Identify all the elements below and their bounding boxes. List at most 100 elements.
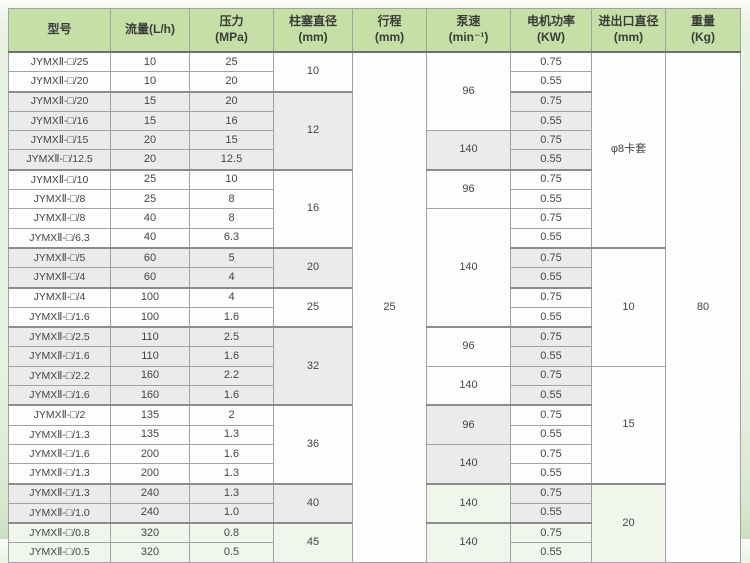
cell-pressure: 12.5 [189,149,274,171]
table-header: 型号 流量(L/h) 压力 (MPa) 柱塞直径 (mm) 行程 (mm) 泵速 (min… [8,8,741,53]
cell-flow: 60 [110,267,190,289]
cell-flow: 100 [110,286,190,308]
cell-power: 0.55 [510,463,592,485]
cell-pressure: 6.3 [189,227,274,249]
cell-plunger: 36 [273,404,353,485]
cell-pressure: 1.3 [189,463,274,485]
header-plunger: 柱塞直径 (mm) [273,8,353,53]
table-row: JYMXⅡ-□/1.3 200 1.3 0.55 [8,463,741,485]
cell-model: JYMXⅡ-□/5 [8,246,111,269]
table-row: JYMXⅡ-□/1.0 240 1.0 0.55 [8,502,741,524]
table-row: JYMXⅡ-□/2.2 160 2.2 140 0.75 15 [8,365,741,485]
cell-pressure: 2.5 [189,326,274,348]
cell-model: JYMXⅡ-□/25 [8,51,111,73]
cell-pressure: 15 [189,130,274,151]
cell-speed: 140 [426,130,511,171]
table-row: JYMXⅡ-□/8 40 8 140 0.75 [8,208,741,328]
cell-plunger: 40 [273,482,353,524]
cell-pressure: 25 [189,51,274,73]
cell-model: JYMXⅡ-□/10 [8,168,111,191]
cell-plunger: 20 [273,246,353,289]
cell-speed: 140 [426,522,511,563]
cell-pressure: 1.0 [189,502,274,524]
cell-pressure: 1.6 [189,346,274,367]
table-row: JYMXⅡ-□/12.5 20 12.5 0.55 [8,149,741,171]
cell-inlet: φ8卡套 [591,51,666,249]
cell-model: JYMXⅡ-□/1.6 [8,443,111,465]
header-pressure: 压力 (MPa) [189,8,274,53]
cell-flow: 160 [110,365,190,387]
table-row: JYMXⅡ-□/5 60 5 20 0.75 10 [8,246,741,367]
table-row: JYMXⅡ-□/25 10 25 10 25 96 0.75 φ8卡套 80 [8,51,741,563]
cell-flow: 240 [110,502,190,524]
cell-speed: 140 [426,365,511,406]
cell-model: JYMXⅡ-□/16 [8,110,111,132]
cell-power: 0.75 [510,90,592,112]
cell-power: 0.55 [510,306,592,328]
cell-pressure: 4 [189,286,274,308]
cell-flow: 40 [110,227,190,249]
cell-flow: 320 [110,542,190,563]
cell-model: JYMXⅡ-□/6.3 [8,227,111,249]
cell-pressure: 0.5 [189,542,274,563]
cell-flow: 20 [110,130,190,151]
cell-model: JYMXⅡ-□/0.5 [8,542,111,563]
cell-model: JYMXⅡ-□/0.8 [8,522,111,544]
table-row: JYMXⅡ-□/10 25 10 16 96 0.75 [8,168,741,249]
cell-model: JYMXⅡ-□/8 [8,189,111,210]
cell-power: 0.55 [510,346,592,367]
cell-power: 0.55 [510,189,592,210]
cell-power: 0.75 [510,286,592,308]
table-row: JYMXⅡ-□/1.6 110 1.6 0.55 [8,346,741,367]
cell-inlet: 15 [591,365,666,485]
cell-plunger: 45 [273,522,353,563]
cell-power: 0.55 [510,110,592,132]
cell-model: JYMXⅡ-□/8 [8,208,111,229]
table-body: JYMXⅡ-□/25 10 25 10 25 96 0.75 φ8卡套 80 JYMXⅡ-□/20… [8,51,741,563]
cell-model: JYMXⅡ-□/4 [8,267,111,289]
cell-flow: 110 [110,326,190,348]
cell-weight: 80 [665,51,741,563]
cell-model: JYMXⅡ-□/1.3 [8,482,111,504]
cell-pressure: 1.6 [189,306,274,328]
cell-model: JYMXⅡ-□/4 [8,286,111,308]
cell-power: 0.75 [510,443,592,465]
cell-stroke: 25 [352,51,427,563]
cell-power: 0.75 [510,482,592,504]
spec-table: 型号 流量(L/h) 压力 (MPa) 柱塞直径 (mm) 行程 (mm) 泵速 (min… [8,8,741,563]
cell-flow: 40 [110,208,190,229]
cell-flow: 10 [110,51,190,73]
table-row: JYMXⅡ-□/1.6 160 1.6 0.55 [8,385,741,406]
cell-power: 0.55 [510,149,592,171]
header-weight: 重量 (Kg) [665,8,741,53]
table-row: JYMXⅡ-□/1.6 200 1.6 140 0.75 [8,443,741,485]
cell-power: 0.55 [510,502,592,524]
cell-model: JYMXⅡ-□/2 [8,404,111,426]
cell-plunger: 16 [273,168,353,249]
cell-power: 0.75 [510,168,592,191]
cell-inlet: 20 [591,482,666,563]
cell-flow: 160 [110,385,190,406]
cell-pressure: 20 [189,90,274,112]
cell-flow: 20 [110,149,190,171]
header-inlet: 进出口直径 (mm) [591,8,666,53]
cell-pressure: 8 [189,208,274,229]
cell-speed: 140 [426,443,511,485]
cell-speed: 96 [426,51,511,132]
cell-pressure: 16 [189,110,274,132]
cell-power: 0.75 [510,404,592,426]
header-flow: 流量(L/h) [110,8,190,53]
cell-flow: 10 [110,71,190,93]
cell-power: 0.75 [510,522,592,544]
cell-model: JYMXⅡ-□/12.5 [8,149,111,171]
cell-pressure: 5 [189,246,274,269]
cell-flow: 15 [110,110,190,132]
cell-plunger: 12 [273,90,353,171]
cell-model: JYMXⅡ-□/2.2 [8,365,111,387]
table-row: JYMXⅡ-□/4 100 4 25 0.75 [8,286,741,328]
cell-pressure: 1.6 [189,385,274,406]
cell-flow: 15 [110,90,190,112]
cell-flow: 60 [110,246,190,269]
cell-speed: 96 [426,404,511,445]
cell-power: 0.75 [510,326,592,348]
